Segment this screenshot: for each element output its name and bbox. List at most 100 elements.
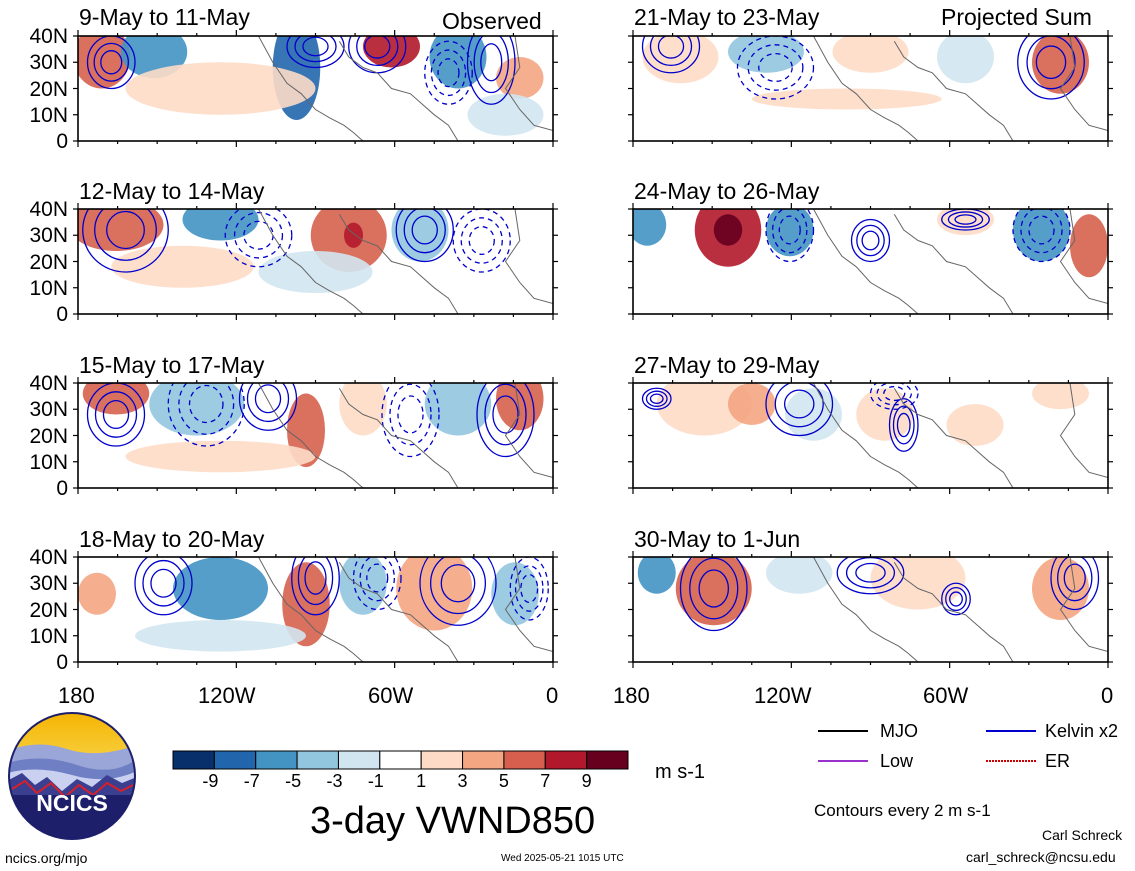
contour-line <box>856 224 885 257</box>
contour-line <box>778 215 801 245</box>
colorbar-swatch <box>544 750 588 770</box>
anomaly-field <box>713 214 743 246</box>
contour-line <box>286 36 345 69</box>
panel-title: 18-May to 20-May <box>79 526 265 552</box>
contour-line <box>452 209 511 273</box>
anomaly-field <box>832 36 909 73</box>
contour-line <box>941 209 990 231</box>
coastline <box>338 41 459 141</box>
contour-line <box>1012 209 1071 263</box>
contour-line <box>850 218 891 263</box>
legend-mjo: MJO <box>880 721 918 741</box>
contour-line <box>238 383 298 431</box>
contour-line <box>836 557 905 595</box>
anomaly-field <box>633 209 667 246</box>
contour-line <box>468 225 495 256</box>
colorbar-label: -1 <box>367 771 384 791</box>
anomaly-field <box>1032 36 1089 94</box>
contour-line <box>861 230 880 251</box>
anomaly-field <box>1013 209 1070 262</box>
anomaly-field <box>344 222 363 248</box>
y-tick-label: 20N <box>29 250 68 274</box>
colorbar-label: 3 <box>457 771 468 791</box>
y-tick-label: 40N <box>29 198 68 221</box>
colorbar-label: -5 <box>285 771 302 791</box>
contour-line <box>291 557 340 616</box>
contour-line <box>1026 36 1076 90</box>
colorbar-swatch <box>296 750 339 770</box>
contour-line <box>747 44 804 91</box>
y-tick-label: 30N <box>29 398 68 422</box>
x-tick-label: 180 <box>58 683 95 708</box>
anomaly-field <box>78 572 116 615</box>
coastline <box>338 214 459 314</box>
contour-line <box>395 209 454 263</box>
anomaly-field <box>339 383 387 436</box>
contour-line <box>772 209 808 254</box>
anomaly-field <box>1032 557 1089 620</box>
contour-line <box>945 587 967 611</box>
contour-line <box>246 383 290 423</box>
map-panel-right-4 <box>628 551 1113 668</box>
contour-line <box>94 391 138 438</box>
contour-line <box>774 383 824 428</box>
anomaly-field <box>766 557 833 594</box>
contour-line <box>82 209 169 273</box>
contour-line <box>150 568 177 598</box>
y-tick-label: 0 <box>56 130 68 153</box>
y-tick-label: 20N <box>29 77 68 101</box>
anomaly-field <box>173 557 268 620</box>
footer-email: carl_schreck@ncsu.edu <box>966 849 1116 865</box>
panel-title: 21-May to 23-May <box>634 4 820 30</box>
colorbar-swatch <box>462 750 505 770</box>
anomaly-field <box>111 245 254 288</box>
anomaly-field <box>282 562 330 647</box>
x-tick-label: 180 <box>613 683 650 708</box>
contour-line <box>93 42 130 82</box>
coastline <box>893 214 1014 314</box>
contour-line <box>888 398 919 452</box>
units-label: m s-1 <box>655 761 705 783</box>
projected-sum-label: Projected Sum <box>941 4 1092 30</box>
coastline <box>813 383 919 488</box>
anomaly-field <box>856 388 914 441</box>
map-panel-left-4 <box>73 551 558 668</box>
anomaly-field <box>946 404 1004 446</box>
colorbar-label: 9 <box>581 771 592 791</box>
y-tick-label: 0 <box>56 651 68 674</box>
colorbar-swatch <box>172 750 215 770</box>
x-tick-label: 120W <box>198 683 256 708</box>
contour-line <box>1057 557 1093 602</box>
anomaly-field <box>467 93 544 136</box>
y-tick-label: 20N <box>29 598 68 622</box>
coastline <box>504 557 553 652</box>
contour-line <box>649 36 693 67</box>
anomaly-field <box>491 562 539 626</box>
map-panel-right-3 <box>628 377 1113 494</box>
y-tick-label: 40N <box>29 25 68 48</box>
x-tick-label: 0 <box>546 683 559 708</box>
contour-line <box>106 210 145 250</box>
contour-line <box>233 211 284 259</box>
contour-line <box>430 49 467 97</box>
coastline <box>258 383 364 488</box>
logo-text: NCICS <box>36 790 108 816</box>
y-tick-label: 10N <box>29 450 68 474</box>
colorbar-swatch <box>213 750 257 770</box>
contour-line <box>657 36 685 59</box>
anomaly-field <box>785 388 842 441</box>
y-tick-label: 40N <box>29 546 68 569</box>
panel-title: 24-May to 26-May <box>634 178 820 204</box>
anomaly-field <box>675 557 752 626</box>
contour-line <box>304 561 327 595</box>
colorbar-swatch <box>337 750 381 770</box>
anomaly-field <box>728 36 804 73</box>
coastline <box>258 557 364 662</box>
contour-line <box>758 52 793 83</box>
map-panel-left-1 <box>73 30 558 147</box>
legend-kelvin: Kelvin x2 <box>1045 721 1119 741</box>
anomaly-field <box>728 383 776 425</box>
coastline <box>1059 209 1108 304</box>
contour-line <box>698 569 730 608</box>
anomaly-field <box>496 383 544 431</box>
